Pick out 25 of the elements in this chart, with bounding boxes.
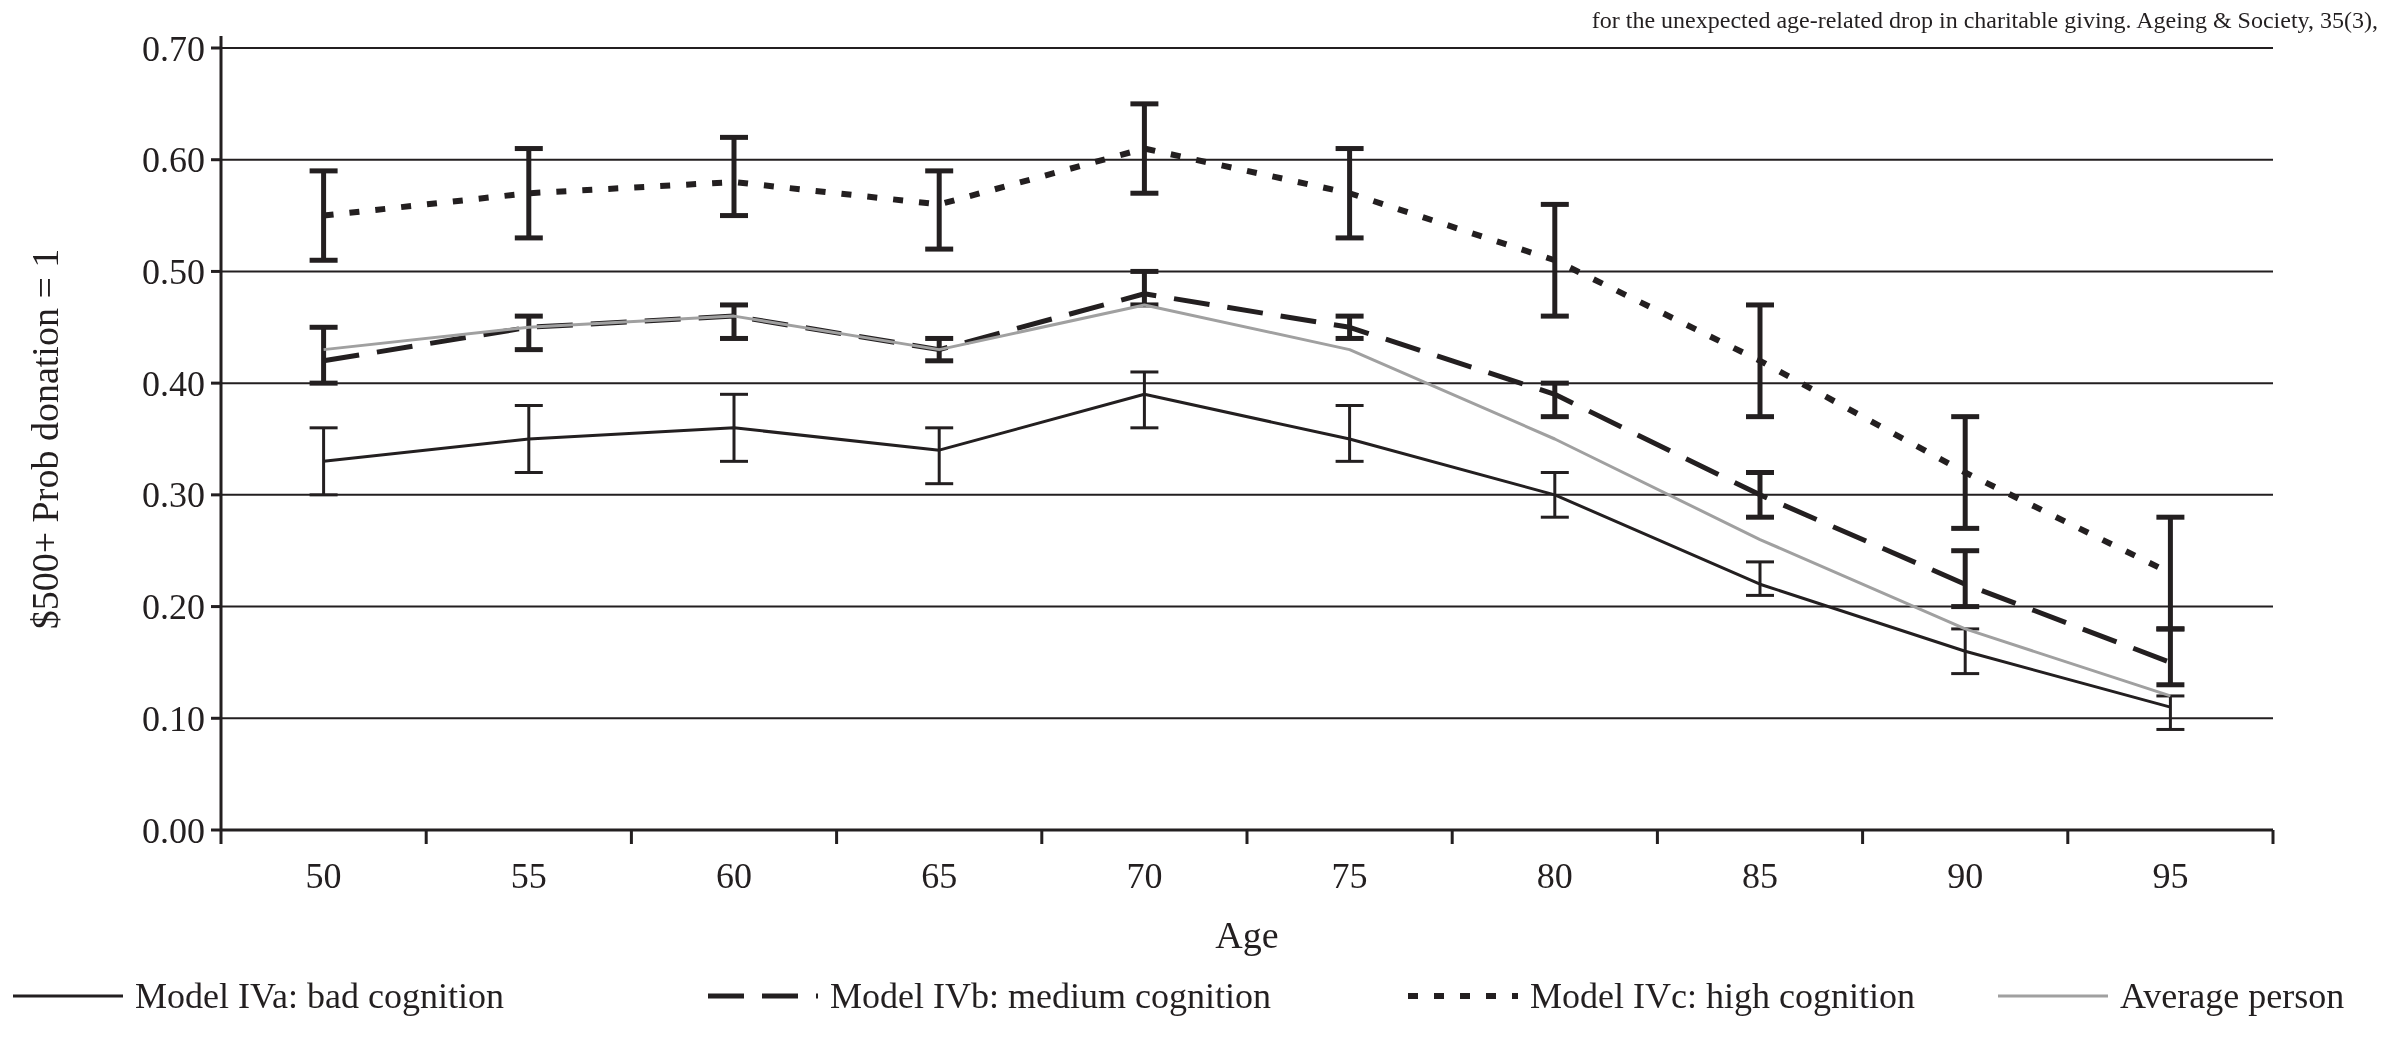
x-tick-label: 80 xyxy=(1536,856,1573,896)
y-tick-label: 0.30 xyxy=(142,475,205,516)
x-tick-label: 95 xyxy=(2152,856,2189,896)
legend-label: Average person xyxy=(2120,976,2345,1016)
text: for the unexpected age-related drop in charitable giving. Ageing & Society, 35(3), xyxy=(1591,7,2378,33)
x-tick-label: 85 xyxy=(1742,856,1778,896)
y-tick-label: 0.20 xyxy=(142,587,205,628)
x-tick-label: 55 xyxy=(510,856,547,896)
y-tick-label: 0.70 xyxy=(142,28,205,69)
y-tick-label: 0.60 xyxy=(142,140,205,181)
x-tick-label: 70 xyxy=(1126,856,1163,896)
y-tick-label: 0.50 xyxy=(142,252,205,293)
legend-label: Model IVa: bad cognition xyxy=(135,976,504,1016)
x-tick-label: 50 xyxy=(305,856,342,896)
y-axis-title: $500+ Prob donation = 1 xyxy=(24,248,66,630)
x-axis-title: Age xyxy=(1215,914,1279,956)
y-tick-label: 0.00 xyxy=(142,810,205,851)
legend-label: Model IVb: medium cognition xyxy=(830,976,1271,1016)
x-tick-label: 75 xyxy=(1331,856,1368,896)
x-tick-label: 65 xyxy=(921,856,958,896)
y-tick-label: 0.10 xyxy=(142,698,205,739)
x-tick-label: 60 xyxy=(716,856,752,896)
x-tick-label: 90 xyxy=(1947,856,1984,896)
y-tick-label: 0.40 xyxy=(142,363,205,404)
legend-label: Model IVc: high cognition xyxy=(1530,976,1915,1016)
